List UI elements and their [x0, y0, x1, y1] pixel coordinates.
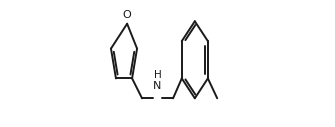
Text: N: N: [153, 81, 162, 91]
Text: O: O: [123, 10, 132, 20]
Text: H: H: [154, 70, 161, 80]
